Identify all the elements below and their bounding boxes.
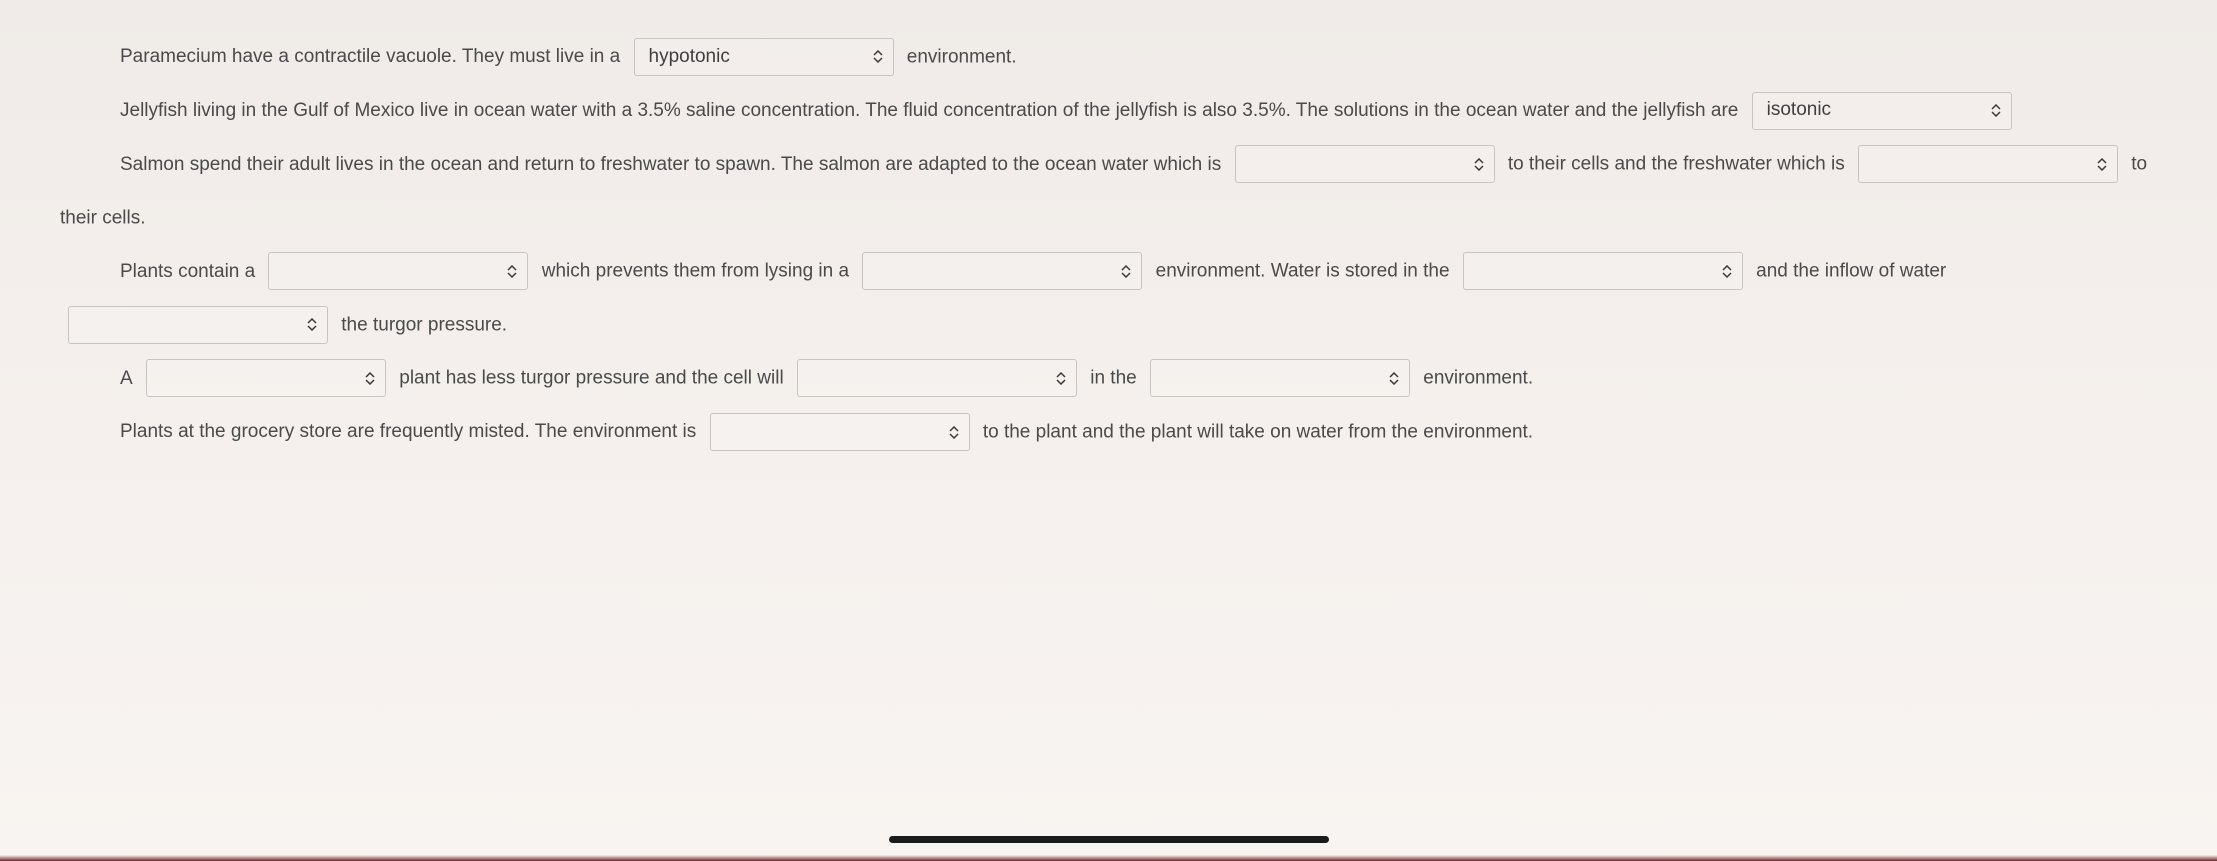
text-segment: the turgor pressure. <box>341 314 507 335</box>
select-turgor-effect[interactable] <box>68 306 328 344</box>
text-segment: in the <box>1090 368 1136 389</box>
chevron-updown-icon <box>1462 158 1484 171</box>
chevron-updown-icon <box>861 50 883 63</box>
chevron-updown-icon <box>1377 372 1399 385</box>
select-cell-action[interactable] <box>797 359 1077 397</box>
text-segment: Plants at the grocery store are frequent… <box>120 421 696 442</box>
paragraph-salmon: Salmon spend their adult lives in the oc… <box>60 137 2157 244</box>
select-mist-environment[interactable] <box>710 413 970 451</box>
text-segment: Plants contain a <box>120 261 255 282</box>
select-plant-structure[interactable] <box>268 252 528 290</box>
chevron-updown-icon <box>937 426 959 439</box>
select-salmon-ocean-tonicity[interactable] <box>1235 145 1495 183</box>
select-tonicity-jellyfish[interactable]: isotonic <box>1752 92 2012 130</box>
chevron-updown-icon <box>1710 265 1732 278</box>
select-cell-environment[interactable] <box>1150 359 1410 397</box>
select-plant-lysis-environment[interactable] <box>862 252 1142 290</box>
chevron-updown-icon <box>353 372 375 385</box>
select-plant-condition[interactable] <box>146 359 386 397</box>
chevron-updown-icon <box>1044 372 1066 385</box>
chevron-updown-icon <box>295 318 317 331</box>
paragraph-jellyfish: Jellyfish living in the Gulf of Mexico l… <box>60 84 2157 138</box>
chevron-updown-icon <box>1979 104 2001 117</box>
chevron-updown-icon <box>1109 265 1131 278</box>
text-segment: environment. <box>907 46 1017 67</box>
text-segment: to their cells and the freshwater which … <box>1508 154 1845 175</box>
text-segment: plant has less turgor pressure and the c… <box>399 368 783 389</box>
text-segment: which prevents them from lysing in a <box>542 261 849 282</box>
text-segment: Paramecium have a contractile vacuole. T… <box>120 46 620 67</box>
paragraph-grocery-plants: Plants at the grocery store are frequent… <box>60 405 2157 459</box>
text-segment: environment. <box>1423 368 1533 389</box>
text-segment: environment. Water is stored in the <box>1156 261 1450 282</box>
quiz-content: Paramecium have a contractile vacuole. T… <box>60 30 2157 459</box>
paragraph-plant-turgor: A plant has less turgor pressure and the… <box>60 351 2157 405</box>
text-segment: Jellyfish living in the Gulf of Mexico l… <box>120 100 1738 121</box>
paragraph-plants-structure: Plants contain a which prevents them fro… <box>60 244 2157 351</box>
select-value: isotonic <box>1767 99 1979 122</box>
chevron-updown-icon <box>2085 158 2107 171</box>
text-segment: to the plant and the plant will take on … <box>983 421 1533 442</box>
text-segment: Salmon spend their adult lives in the oc… <box>120 154 1221 175</box>
select-tonicity-paramecium[interactable]: hypotonic <box>634 38 894 76</box>
home-indicator-bar <box>889 836 1329 843</box>
select-salmon-freshwater-tonicity[interactable] <box>1858 145 2118 183</box>
select-value: hypotonic <box>649 46 861 69</box>
bottom-edge-shadow <box>0 855 2217 861</box>
paragraph-paramecium: Paramecium have a contractile vacuole. T… <box>60 30 2157 84</box>
text-segment: A <box>120 368 133 389</box>
chevron-updown-icon <box>495 265 517 278</box>
select-water-storage[interactable] <box>1463 252 1743 290</box>
text-segment: and the inflow of water <box>1756 261 1946 282</box>
